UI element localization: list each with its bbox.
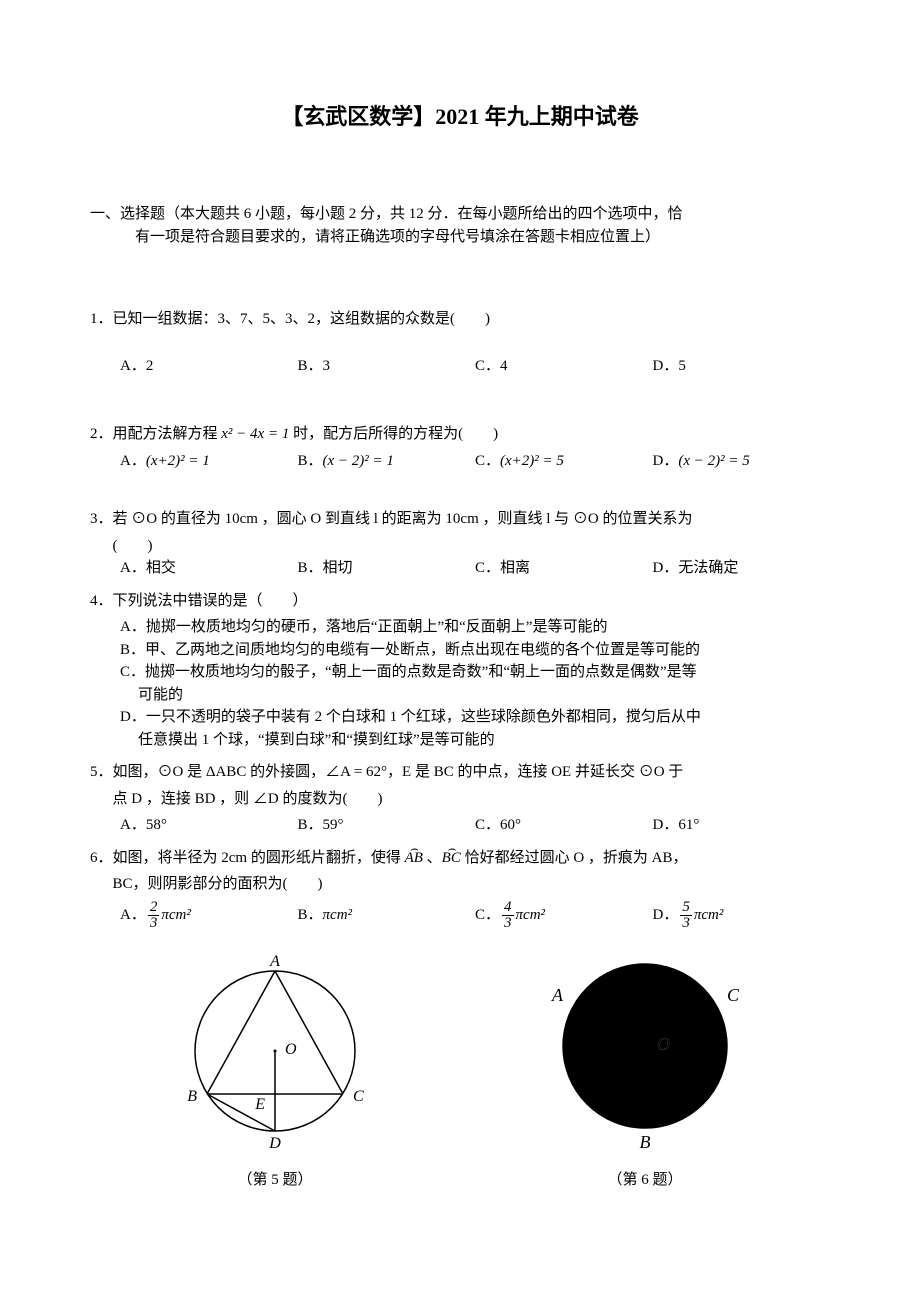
q1-opt-d: D．5 — [653, 355, 831, 378]
q1-opt-c: C．4 — [475, 355, 653, 378]
q3-opt-a: A．相交 — [120, 557, 298, 580]
q1-stem: 1．已知一组数据：3、7、5、3、2，这组数据的众数是( ) — [90, 308, 830, 331]
q3-opt-d: D．无法确定 — [653, 557, 831, 580]
q3-stem: 3．若 ⊙O 的直径为 10cm ，圆心 O 到直线 l 的距离为 10cm ，… — [90, 508, 830, 531]
svg-text:O: O — [657, 1034, 670, 1054]
q6-opt-c: C．43πcm² — [475, 900, 653, 931]
q4-opt-c2: 可能的 — [138, 684, 830, 707]
figure-q5-caption: （第 5 题） — [165, 1169, 385, 1192]
q2-opt-b: B．(x − 2)² = 1 — [298, 450, 476, 473]
figure-q5: A B C O E D （第 5 题） — [165, 946, 385, 1192]
q4-opt-a: A．抛掷一枚质地均匀的硬币，落地后“正面朝上”和“反面朝上”是等可能的 — [120, 616, 830, 639]
q3-paren: ( ) — [113, 535, 831, 558]
svg-text:A: A — [269, 953, 280, 970]
question-1: 1．已知一组数据：3、7、5、3、2，这组数据的众数是( ) A．2 B．3 C… — [90, 308, 830, 377]
q6-opt-a: A．23πcm² — [120, 900, 298, 931]
svg-text:B: B — [187, 1088, 197, 1105]
question-4: 4．下列说法中错误的是（ ） A．抛掷一枚质地均匀的硬币，落地后“正面朝上”和“… — [90, 590, 830, 752]
figure-q6: A C B O O （第 6 题） — [535, 946, 755, 1192]
question-6: 6．如图，将半径为 2cm 的圆形纸片翻折，使得 AB 、BC 恰好都经过圆心 … — [90, 847, 830, 931]
q2-opt-d: D．(x − 2)² = 5 — [653, 450, 831, 473]
section-1-line1: 一、选择题（本大题共 6 小题，每小题 2 分，共 12 分．在每小题所给出的四… — [90, 203, 830, 226]
q2-opt-c: C．(x+2)² = 5 — [475, 450, 653, 473]
q4-opt-d2: 任意摸出 1 个球，“摸到白球”和“摸到红球”是等可能的 — [138, 729, 830, 752]
svg-text:B: B — [640, 1132, 651, 1152]
svg-text:C: C — [353, 1088, 364, 1105]
q1-opt-a: A．2 — [120, 355, 298, 378]
q5-opt-c: C．60° — [475, 814, 653, 837]
svg-text:C: C — [727, 985, 740, 1005]
q2-stem: 2．用配方法解方程 x² − 4x = 1 时，配方后所得的方程为( ) — [90, 423, 830, 446]
q3-opt-b: B．相切 — [298, 557, 476, 580]
q2-opt-a: A．(x+2)² = 1 — [120, 450, 298, 473]
q5-stem1: 5．如图，⊙O 是 ΔABC 的外接圆，∠A = 62°，E 是 BC 的中点，… — [90, 761, 830, 784]
svg-text:D: D — [268, 1135, 281, 1152]
section-1-heading: 一、选择题（本大题共 6 小题，每小题 2 分，共 12 分．在每小题所给出的四… — [90, 203, 830, 248]
q5-opt-d: D．61° — [653, 814, 831, 837]
q4-stem: 4．下列说法中错误的是（ ） — [90, 590, 830, 613]
q3-opt-c: C．相离 — [475, 557, 653, 580]
svg-text:E: E — [254, 1096, 265, 1113]
page-title: 【玄武区数学】2021 年九上期中试卷 — [90, 100, 830, 133]
q5-opt-a: A．58° — [120, 814, 298, 837]
figure-q5-svg: A B C O E D — [165, 946, 385, 1156]
q6-stem2: BC，则阴影部分的面积为( ) — [113, 873, 831, 896]
question-5: 5．如图，⊙O 是 ΔABC 的外接圆，∠A = 62°，E 是 BC 的中点，… — [90, 761, 830, 837]
svg-text:A: A — [551, 985, 564, 1005]
figure-q6-svg: A C B O O — [535, 946, 755, 1156]
q6-opt-d: D．53πcm² — [653, 900, 831, 931]
q4-opt-b: B．甲、乙两地之间质地均匀的电缆有一处断点，断点出现在电缆的各个位置是等可能的 — [120, 639, 830, 662]
q5-stem2: 点 D ，连接 BD ，则 ∠D 的度数为( ) — [113, 788, 831, 811]
q4-opt-d1: D．一只不透明的袋子中装有 2 个白球和 1 个红球，这些球除颜色外都相同，搅匀… — [120, 706, 830, 729]
q5-opt-b: B．59° — [298, 814, 476, 837]
q6-stem1: 6．如图，将半径为 2cm 的圆形纸片翻折，使得 AB 、BC 恰好都经过圆心 … — [90, 847, 830, 870]
question-2: 2．用配方法解方程 x² − 4x = 1 时，配方后所得的方程为( ) A．(… — [90, 423, 830, 472]
q4-opt-c1: C．抛掷一枚质地均匀的骰子，“朝上一面的点数是奇数”和“朝上一面的点数是偶数”是… — [120, 661, 830, 684]
q1-opt-b: B．3 — [298, 355, 476, 378]
question-3: 3．若 ⊙O 的直径为 10cm ，圆心 O 到直线 l 的距离为 10cm ，… — [90, 508, 830, 580]
q6-opt-b: B．πcm² — [298, 904, 476, 927]
figure-q6-caption: （第 6 题） — [535, 1169, 755, 1192]
svg-text:O: O — [285, 1041, 297, 1058]
section-1-line2: 有一项是符合题目要求的，请将正确选项的字母代号填涂在答题卡相应位置上） — [90, 226, 830, 249]
